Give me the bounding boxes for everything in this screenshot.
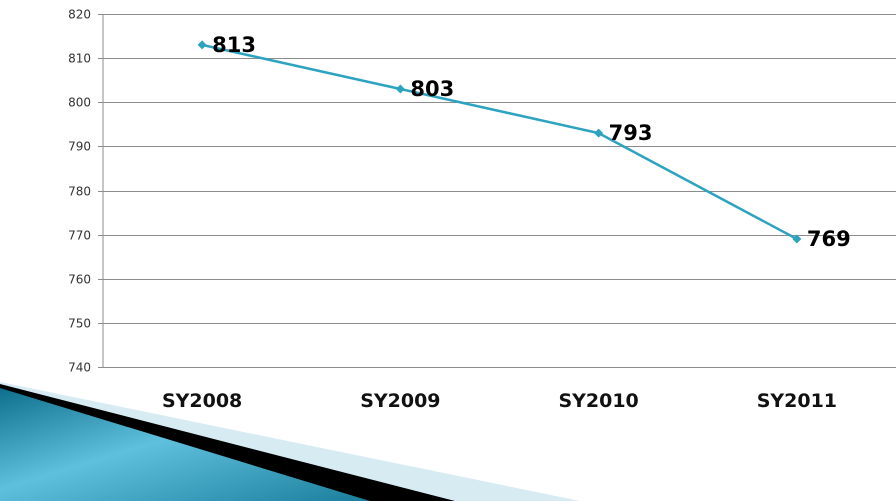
data-label: 769 <box>807 227 851 251</box>
y-tick-label: 790 <box>68 140 91 154</box>
data-point <box>594 128 604 138</box>
swoosh-pale-band <box>0 382 580 501</box>
y-axis: 740 750 760 770 780 790 800 810 820 <box>68 8 104 375</box>
data-label: 803 <box>410 77 454 101</box>
y-tick-label: 780 <box>68 185 91 199</box>
data-labels: 813 803 793 769 <box>212 33 851 251</box>
series-line <box>201 43 798 241</box>
data-label: 813 <box>212 33 256 57</box>
y-tick-label: 750 <box>68 317 91 331</box>
y-tick-label: 770 <box>68 229 91 243</box>
decorative-swoosh <box>0 382 580 501</box>
y-tick-label: 760 <box>68 273 91 287</box>
x-axis: SY2008 SY2009 SY2010 SY2011 <box>162 390 837 412</box>
y-tick-label: 810 <box>68 52 91 66</box>
x-tick-label: SY2010 <box>558 390 638 412</box>
data-point <box>395 84 405 94</box>
y-tick-label: 800 <box>68 96 91 110</box>
x-tick-label: SY2008 <box>162 390 242 412</box>
data-point <box>792 234 802 244</box>
y-tick-label: 740 <box>68 361 91 375</box>
gridlines <box>103 14 896 368</box>
swoosh-blue-panel <box>0 388 370 501</box>
data-series <box>197 40 802 244</box>
x-tick-label: SY2011 <box>757 390 837 412</box>
y-tick-label: 820 <box>68 8 91 22</box>
data-point <box>197 40 207 50</box>
data-label: 793 <box>609 121 653 145</box>
x-tick-label: SY2009 <box>360 390 440 412</box>
swoosh-black-band <box>0 384 455 501</box>
